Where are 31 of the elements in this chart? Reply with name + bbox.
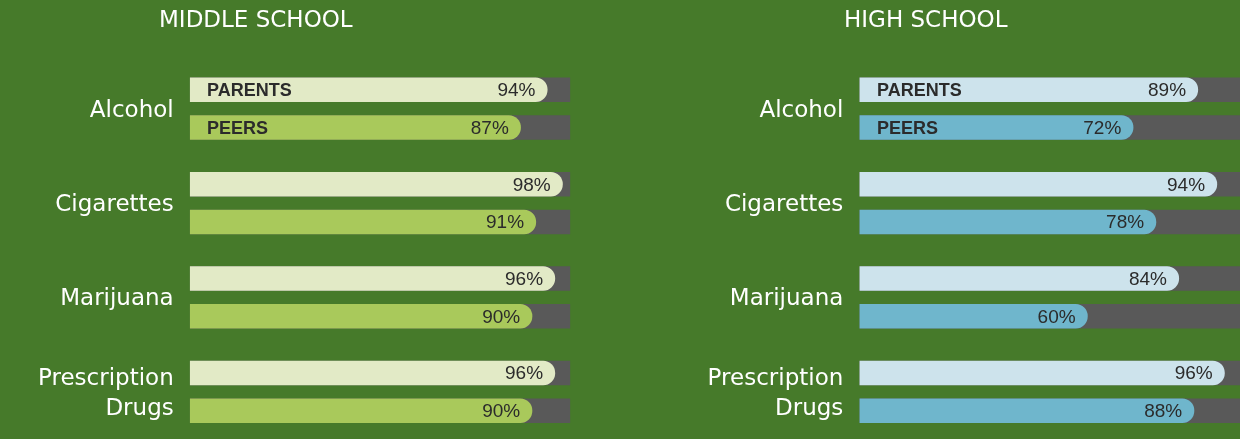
series-label: PEERS [207, 118, 269, 138]
data-label: 88% [1144, 400, 1183, 422]
data-label: 87% [470, 117, 509, 139]
data-label: 90% [482, 400, 521, 422]
y-tick-label: Marijuana [729, 284, 844, 311]
data-label: 78% [1106, 211, 1145, 233]
chart-title: HIGH SCHOOL [844, 6, 1008, 32]
data-label: 60% [1037, 305, 1076, 327]
bar [189, 171, 563, 197]
y-tick-label: Alcohol [759, 95, 844, 122]
data-label: 90% [482, 305, 521, 327]
data-label: 94% [497, 79, 536, 101]
y-tick-label: Prescription Drugs [707, 363, 844, 420]
y-tick-label: Cigarettes [55, 190, 174, 217]
y-tick-label: Cigarettes [724, 190, 844, 217]
series-label: PARENTS [877, 80, 962, 100]
data-label: 84% [1128, 268, 1168, 290]
y-tick-label: Alcohol [89, 95, 174, 122]
data-label: 94% [1167, 173, 1206, 195]
data-label: 98% [512, 173, 551, 195]
series-label: PEERS [877, 118, 939, 138]
series-label: PARENTS [207, 80, 292, 100]
y-tick-label: Prescription Drugs [38, 363, 174, 420]
chart-title: MIDDLE SCHOOL [159, 6, 353, 32]
data-label: 96% [505, 362, 544, 384]
y-tick-label: Marijuana [60, 284, 174, 311]
data-label: 89% [1148, 79, 1187, 101]
data-label: 96% [1174, 362, 1213, 384]
data-label: 72% [1083, 117, 1122, 139]
data-label: 96% [505, 268, 544, 290]
data-label: 91% [486, 211, 525, 233]
